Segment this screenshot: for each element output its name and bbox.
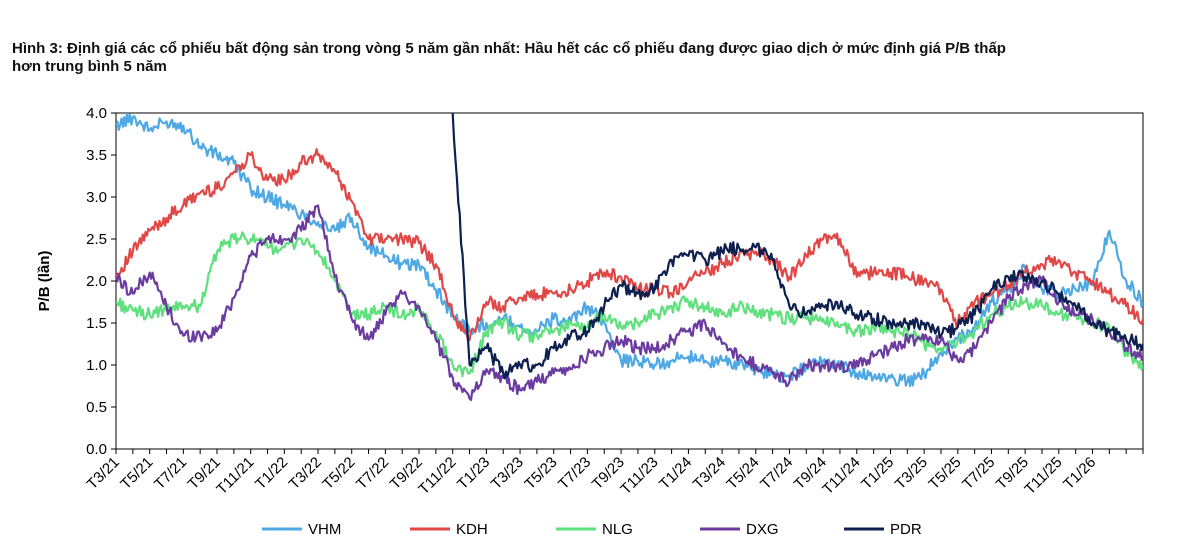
x-tick-label: T7/22: [353, 454, 392, 493]
y-tick-label: 1.5: [86, 315, 107, 332]
x-tick-label: T5/21: [117, 454, 156, 493]
y-tick-label: 0.0: [86, 441, 107, 458]
x-tick-label: T11/22: [415, 454, 459, 498]
x-tick-label: T5/25: [925, 454, 964, 493]
y-axis-label: P/B (lần): [36, 251, 53, 312]
x-tick-label: T5/23: [521, 454, 560, 493]
y-tick-label: 3.5: [86, 147, 107, 164]
x-tick-label: T1/26: [1060, 454, 1099, 493]
legend-label-vhm: VHM: [308, 521, 341, 538]
legend-label-kdh: KDH: [456, 521, 488, 538]
x-tick-label: T11/25: [1021, 454, 1065, 498]
y-tick-label: 4.0: [86, 105, 107, 122]
legend-label-pdr: PDR: [890, 521, 922, 538]
x-tick-label: T7/25: [959, 454, 998, 493]
x-tick-label: T11/23: [617, 454, 661, 498]
x-tick-label: T7/24: [757, 454, 796, 493]
y-tick-label: 1.0: [86, 357, 107, 374]
series-line-pdr: [451, 113, 1143, 380]
x-tick-label: T5/24: [723, 454, 762, 493]
title-line-2: hơn trung bình 5 năm: [12, 58, 167, 75]
x-tick-label: T3/23: [488, 454, 527, 493]
x-tick-label: T3/25: [892, 454, 931, 493]
series-line-kdh: [116, 148, 1143, 343]
x-tick-label: T3/24: [690, 454, 729, 493]
legend-label-nlg: NLG: [602, 521, 633, 538]
series-line-vhm: [116, 113, 1143, 388]
x-tick-label: T7/21: [151, 454, 190, 493]
chart-title: Hình 3: Định giá các cổ phiếu bất động s…: [12, 40, 1192, 76]
series-line-nlg: [116, 231, 1143, 378]
x-tick-label: T1/25: [858, 454, 897, 493]
x-tick-label: T11/21: [213, 454, 257, 498]
y-tick-label: 3.0: [86, 189, 107, 206]
x-tick-label: T7/23: [555, 454, 594, 493]
x-tick-label: T3/21: [84, 454, 123, 493]
series-line-dxg: [116, 204, 1143, 401]
y-tick-label: 2.5: [86, 231, 107, 248]
legend-label-dxg: DXG: [746, 521, 779, 538]
y-tick-label: 0.5: [86, 399, 107, 416]
y-tick-label: 2.0: [86, 273, 107, 290]
x-tick-label: T11/24: [819, 454, 863, 498]
title-line-1: Hình 3: Định giá các cổ phiếu bất động s…: [12, 40, 1006, 57]
x-tick-label: T5/22: [319, 454, 358, 493]
x-tick-label: T1/22: [252, 454, 291, 493]
x-tick-label: T1/24: [656, 454, 695, 493]
x-tick-label: T3/22: [286, 454, 325, 493]
x-tick-label: T1/23: [454, 454, 493, 493]
